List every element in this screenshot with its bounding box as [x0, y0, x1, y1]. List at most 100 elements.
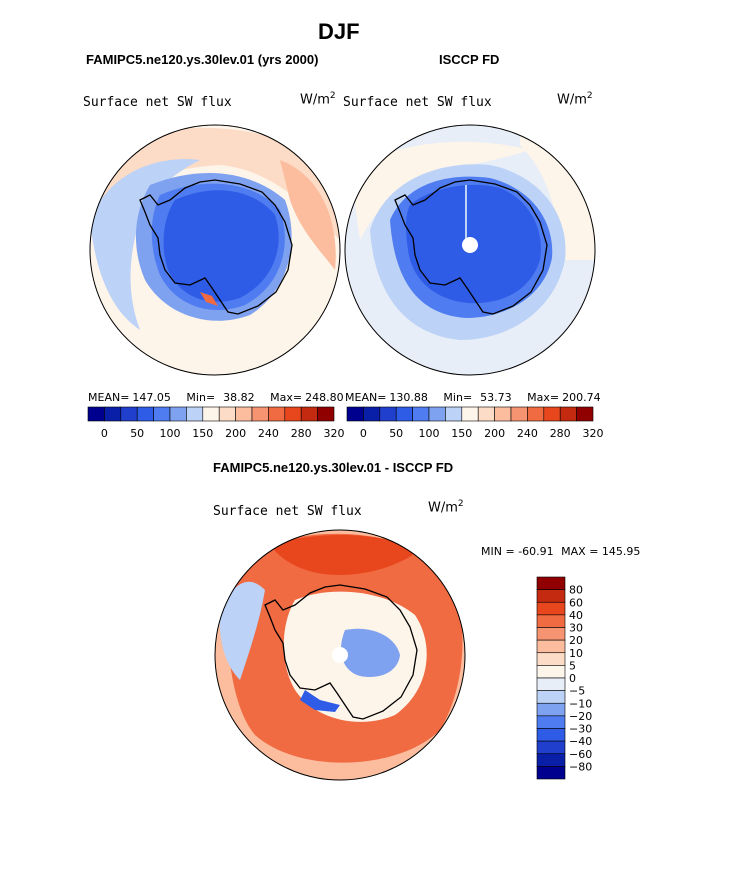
- panel-2-colorbar-swatch: [559, 406, 577, 422]
- panel-2-ocean-band-north: [350, 141, 530, 240]
- panel-3-colorbar-swatch: [536, 753, 566, 767]
- panel-3-colorbar-swatch: [536, 715, 566, 729]
- panel-3-colorbar-tick-label: 60: [569, 596, 583, 609]
- panel-2-min: 53.73: [480, 391, 512, 404]
- panel-1-ross-anomaly: [200, 292, 218, 306]
- panel-1-colorbar-swatch: [284, 406, 302, 422]
- panel-1-colorbar-tick-label: 240: [258, 427, 279, 440]
- panel-3-colorbar-tick-label: −40: [569, 735, 592, 748]
- panel-1-colorbar-swatch: [104, 406, 122, 422]
- panel-3-ross-negative: [300, 690, 340, 712]
- panel-1-colorbar-tick-label: 0: [101, 427, 108, 440]
- panel-3-colorbar-tick-label: 30: [569, 622, 583, 635]
- panel-1-colorbar-swatch: [186, 406, 204, 422]
- panel-3-colorbar-tick-label: 5: [569, 659, 576, 672]
- panel-1-coastline: [139, 179, 293, 315]
- panel-2-colorbar-swatch: [477, 406, 495, 422]
- panel-2-variable-label: Surface net SW flux: [343, 95, 492, 110]
- panel-2-colorbar-swatch: [445, 406, 463, 422]
- panel-3-min: -60.91: [518, 545, 554, 558]
- panel-1-ocean-band-north: [100, 127, 340, 240]
- panel-2-colorbar-tick-label: 150: [451, 427, 472, 440]
- panel-3-colorbar-swatch: [536, 677, 566, 691]
- panel-3-colorbar-tick-label: −60: [569, 748, 592, 761]
- panel-2-units: W/m2: [557, 91, 593, 108]
- panel-2-colorbar-swatch: [346, 406, 364, 422]
- panel-3-colorbar-swatch: [536, 576, 566, 590]
- panel-2-colorbar-swatch: [395, 406, 413, 422]
- panel-1-colorbar-swatch: [153, 406, 171, 422]
- panel-1-colorbar-tick-label: 200: [225, 427, 246, 440]
- panel-3-max-label: MAX =: [561, 545, 599, 558]
- panel-1-colorbar-swatch: [136, 406, 154, 422]
- panel-1-units: W/m2: [300, 91, 336, 108]
- panel-1-ocean-band-east: [280, 160, 336, 270]
- panel-1-colorbar-swatch: [169, 406, 187, 422]
- panel-3-colorbar-swatch: [536, 627, 566, 641]
- panel-3-north-band: [270, 534, 420, 575]
- panel-3-colorbar-tick-label: −10: [569, 697, 592, 710]
- panel-3-colorbar-swatch: [536, 665, 566, 679]
- panel-1-stats: MEAN= 147.05 Min= 38.82 Max= 248.80: [88, 391, 344, 404]
- panel-2-colorbar-tick-label: 0: [360, 427, 367, 440]
- panel-1-min: 38.82: [223, 391, 255, 404]
- panel-3-map: [215, 530, 465, 780]
- panel-3-colorbar-swatch: [536, 589, 566, 603]
- panel-1-colorbar-swatch: [268, 406, 286, 422]
- panel-2-colorbar-swatch: [494, 406, 512, 422]
- panel-3-variable-label: Surface net SW flux: [213, 504, 362, 519]
- panel-1-colorbar-swatch: [202, 406, 220, 422]
- panel-3-colorbar-swatch: [536, 728, 566, 742]
- panel-3-colorbar-tick-label: 40: [569, 609, 583, 622]
- panel-2-colorbar-swatch: [428, 406, 446, 422]
- panel-3-min-label: MIN =: [481, 545, 515, 558]
- panel-2-frame: [344, 124, 596, 376]
- panel-2-colorbar-tick-label: 320: [583, 427, 604, 440]
- panel-1-mean-label: MEAN=: [88, 391, 130, 404]
- panel-3-subtitle: FAMIPC5.ne120.ys.30lev.01 - ISCCP FD: [213, 460, 454, 475]
- panel-3-colorbar-tick-label: 20: [569, 634, 583, 647]
- panel-2-pole-hole: [462, 237, 478, 253]
- panel-1-sea-ice-west: [90, 159, 200, 330]
- panel-3-frame: [214, 529, 466, 781]
- panel-1-colorbar-tick-label: 280: [291, 427, 312, 440]
- panel-3-colorbar-tick-label: −5: [569, 685, 585, 698]
- panel-2-colorbar-swatch: [412, 406, 430, 422]
- panel-2-colorbar-tick-label: 280: [550, 427, 571, 440]
- panel-1-colorbar-swatch: [251, 406, 269, 422]
- panel-3-colorbar-tick-label: 80: [569, 584, 583, 597]
- panel-2-colorbar-tick-label: 100: [419, 427, 440, 440]
- panel-3-interior-negative: [340, 628, 400, 678]
- panel-2-colorbar-tick-label: 240: [517, 427, 538, 440]
- panel-1-colorbar-swatch: [87, 406, 105, 422]
- panel-2-map: [345, 125, 595, 375]
- panel-3-colorbar-swatch: [536, 601, 566, 616]
- panel-2-colorbar: 0 50 100 150 200 240 280 320: [346, 406, 604, 440]
- panel-1-colorbar-swatch: [120, 406, 138, 422]
- panel-2-colorbar-swatch: [576, 406, 594, 422]
- panel-3-colorbar-tick-label: −80: [569, 760, 592, 773]
- panel-2-subtitle: ISCCP FD: [439, 52, 500, 67]
- panel-2-colorbar-swatch: [363, 406, 381, 422]
- panel-3-colorbar-swatch: [536, 740, 566, 755]
- panel-3-coastline: [264, 584, 418, 720]
- panel-1-frame: [89, 124, 341, 376]
- panel-1-colorbar-tick-label: 150: [192, 427, 213, 440]
- panel-1-colorbar-tick-label: 100: [160, 427, 181, 440]
- panel-1-map: [90, 125, 340, 375]
- panel-1-colorbar-tick-label: 320: [324, 427, 345, 440]
- panel-3-colorbar-swatch: [536, 652, 566, 666]
- panel-1-colorbar-swatch: [235, 406, 253, 422]
- panel-2-colorbar-swatch: [510, 406, 528, 422]
- panel-3-colorbar-tick-label: 10: [569, 647, 583, 660]
- panel-3-colorbar-swatch: [536, 690, 566, 704]
- panel-3-west-ice: [219, 581, 265, 680]
- panel-2-mean-label: MEAN=: [345, 391, 387, 404]
- panel-1-min-label: Min=: [186, 391, 216, 404]
- panel-2-colorbar-swatch: [527, 406, 545, 422]
- panel-2-stats: MEAN= 130.88 Min= 53.73 Max= 200.74: [345, 391, 601, 404]
- panel-2-mean: 130.88: [389, 391, 428, 404]
- panel-2-max: 200.74: [562, 391, 601, 404]
